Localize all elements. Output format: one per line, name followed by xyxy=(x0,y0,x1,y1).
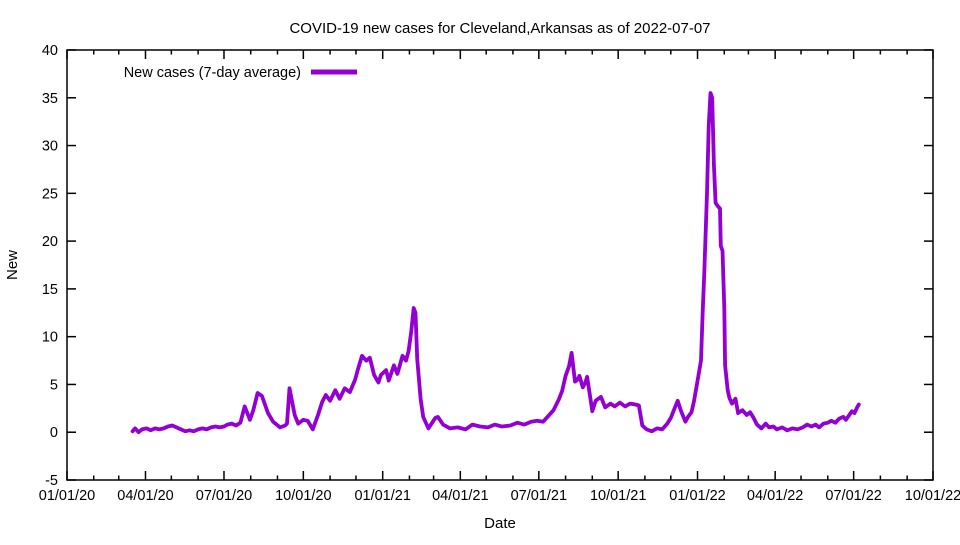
legend: New cases (7-day average) xyxy=(124,65,357,81)
x-tick-label: 04/01/22 xyxy=(747,488,803,504)
y-tick-label: -5 xyxy=(45,473,58,489)
axis-ticks xyxy=(66,49,934,481)
y-axis-label: New xyxy=(4,250,21,280)
y-tick-labels: -5 0 5 10 15 20 25 30 35 40 xyxy=(42,43,58,489)
y-tick-label: 10 xyxy=(42,330,58,346)
y-tick-label: 25 xyxy=(42,186,58,202)
x-tick-label: 10/01/22 xyxy=(905,488,960,504)
x-tick-label: 07/01/21 xyxy=(511,488,567,504)
legend-label: New cases (7-day average) xyxy=(124,65,301,81)
y-tick-label: 40 xyxy=(42,43,58,59)
x-tick-label: 10/01/20 xyxy=(275,488,331,504)
y-tick-label: 30 xyxy=(42,139,58,155)
x-tick-label: 04/01/20 xyxy=(117,488,173,504)
series-new-cases-line xyxy=(130,91,861,435)
x-tick-label: 07/01/20 xyxy=(196,488,252,504)
y-tick-label: 20 xyxy=(42,234,58,250)
x-tick-labels: 01/01/20 04/01/20 07/01/20 10/01/20 01/01/21… xyxy=(39,488,960,504)
x-tick-label: 01/01/20 xyxy=(39,488,95,504)
y-tick-label: 15 xyxy=(42,282,58,298)
y-tick-label: 35 xyxy=(42,91,58,107)
x-tick-label: 01/01/22 xyxy=(669,488,725,504)
x-tick-label: 07/01/22 xyxy=(825,488,881,504)
x-tick-label: 01/01/21 xyxy=(354,488,410,504)
plot-border xyxy=(66,49,934,481)
x-tick-label: 10/01/21 xyxy=(590,488,646,504)
y-tick-label: 5 xyxy=(50,377,58,393)
chart-title: COVID-19 new cases for Cleveland,Arkansa… xyxy=(289,20,710,37)
x-axis-label: Date xyxy=(484,515,516,532)
x-tick-label: 04/01/21 xyxy=(432,488,488,504)
y-tick-label: 0 xyxy=(50,425,58,441)
